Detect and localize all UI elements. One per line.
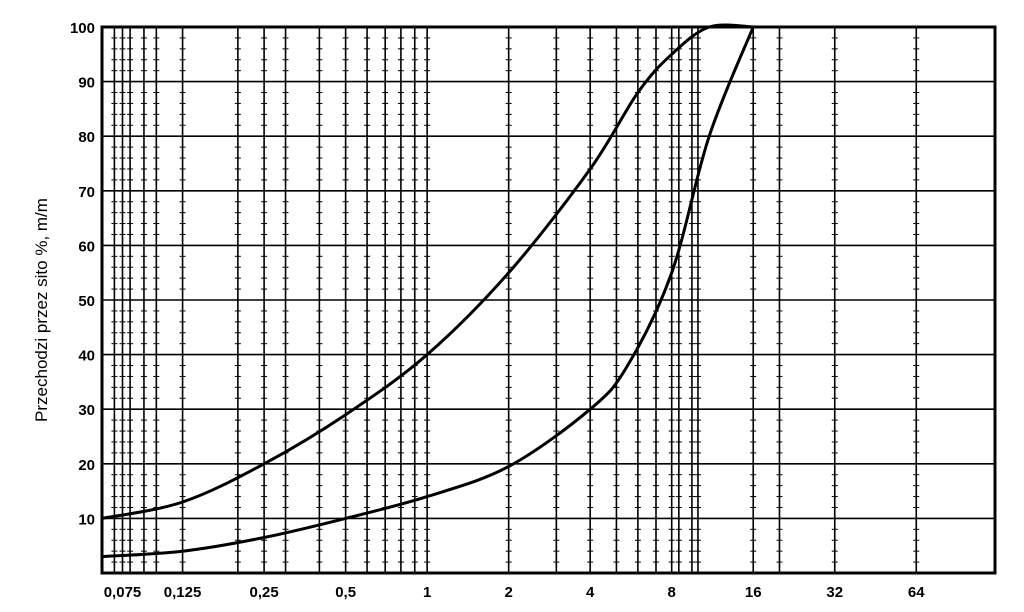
- y-tick-label: 40: [78, 348, 95, 365]
- y-tick-label: 70: [78, 184, 95, 201]
- y-tick-label: 20: [78, 457, 95, 474]
- x-tick-label: 0,125: [164, 584, 202, 601]
- y-tick-label: 100: [70, 20, 95, 37]
- x-tick-label: 0,5: [335, 584, 356, 601]
- x-tick-labels: 0,075 0,125 0,25 0,5 1 2 4 8 16 32 64: [104, 584, 926, 601]
- y-tick-label: 80: [78, 129, 95, 146]
- y-tick-label: 30: [78, 402, 95, 419]
- upper-grading-curve: [100, 23, 755, 520]
- plot-frame: [100, 25, 997, 575]
- y-tick-labels: 10 20 30 40 50 60 70 80 90 100: [70, 20, 95, 528]
- minor-tick-marks: [111, 37, 920, 563]
- x-tick-label: 8: [668, 584, 676, 601]
- gridlines: [102, 26, 995, 573]
- y-tick-label: 90: [78, 75, 95, 92]
- x-tick-label: 64: [908, 584, 925, 601]
- x-tick-label: 1: [423, 584, 431, 601]
- y-tick-label: 50: [78, 293, 95, 310]
- x-tick-label: 16: [745, 584, 762, 601]
- y-tick-label: 10: [78, 511, 95, 528]
- x-tick-label: 4: [586, 584, 595, 601]
- curves: [100, 23, 755, 559]
- y-tick-label: 60: [78, 238, 95, 255]
- x-tick-label: 32: [826, 584, 843, 601]
- x-tick-label: 2: [504, 584, 512, 601]
- lower-grading-curve: [100, 25, 755, 559]
- x-tick-label: 0,075: [104, 584, 142, 601]
- x-tick-label: 0,25: [250, 584, 279, 601]
- y-axis-title: Przechodzi przez sito %, m/m: [32, 198, 51, 422]
